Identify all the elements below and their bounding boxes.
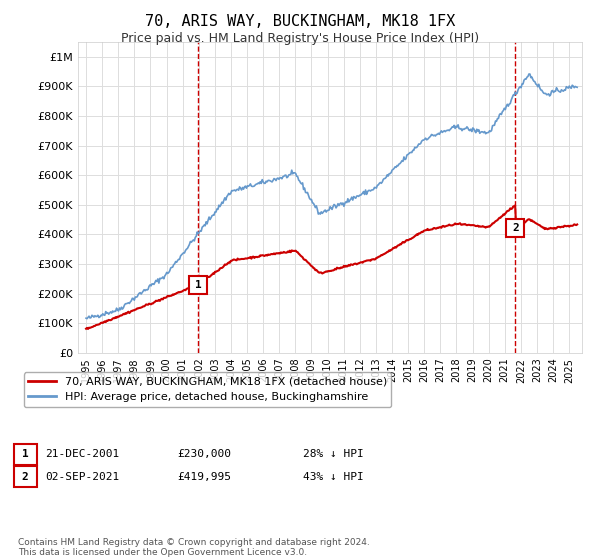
Text: 43% ↓ HPI: 43% ↓ HPI bbox=[303, 472, 364, 482]
Text: Price paid vs. HM Land Registry's House Price Index (HPI): Price paid vs. HM Land Registry's House … bbox=[121, 32, 479, 45]
Text: 2: 2 bbox=[22, 472, 29, 482]
Text: £230,000: £230,000 bbox=[177, 449, 231, 459]
Text: 02-SEP-2021: 02-SEP-2021 bbox=[45, 472, 119, 482]
Text: 28% ↓ HPI: 28% ↓ HPI bbox=[303, 449, 364, 459]
Legend: 70, ARIS WAY, BUCKINGHAM, MK18 1FX (detached house), HPI: Average price, detache: 70, ARIS WAY, BUCKINGHAM, MK18 1FX (deta… bbox=[23, 372, 391, 407]
Text: 21-DEC-2001: 21-DEC-2001 bbox=[45, 449, 119, 459]
Text: Contains HM Land Registry data © Crown copyright and database right 2024.
This d: Contains HM Land Registry data © Crown c… bbox=[18, 538, 370, 557]
Text: 1: 1 bbox=[22, 449, 29, 459]
Text: £419,995: £419,995 bbox=[177, 472, 231, 482]
Text: 70, ARIS WAY, BUCKINGHAM, MK18 1FX: 70, ARIS WAY, BUCKINGHAM, MK18 1FX bbox=[145, 14, 455, 29]
Text: 2: 2 bbox=[512, 223, 519, 234]
Text: 1: 1 bbox=[195, 280, 202, 290]
